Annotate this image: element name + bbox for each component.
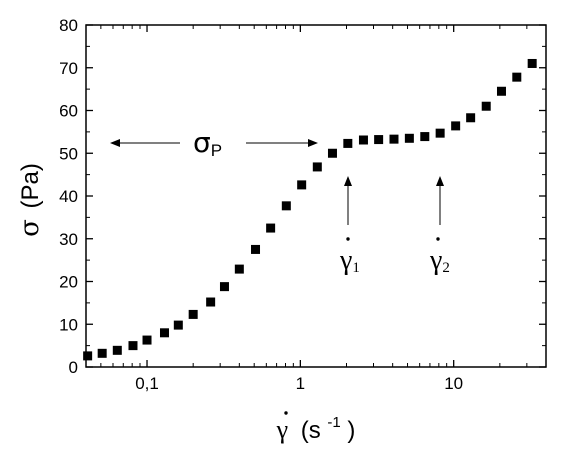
data-point [358, 135, 368, 145]
data-point [188, 309, 198, 319]
data-point [512, 72, 522, 82]
data-point [420, 132, 430, 142]
plot-frame [85, 24, 547, 368]
gamma-2-arrowhead [436, 176, 444, 186]
x-tick-label: 0,1 [135, 374, 159, 393]
sigma-p-annotation: σP [110, 126, 318, 160]
sigma-p-subscript: P [211, 141, 222, 160]
sigma-p-symbol: σ [193, 126, 211, 159]
y-tick-label: 10 [59, 315, 78, 334]
data-point [496, 86, 506, 96]
y-tick-label: 30 [59, 230, 78, 249]
x-axis-exponent: -1 [327, 414, 340, 431]
sigma-p-arrowhead-right [308, 139, 318, 147]
gamma-1-arrowhead [344, 176, 352, 186]
y-axis-symbol: σ [15, 219, 45, 237]
y-tick-label: 20 [59, 273, 78, 292]
data-point [481, 101, 491, 111]
data-point [466, 113, 476, 123]
y-axis-title: σ (Pa) [15, 163, 45, 237]
axis-tick-labels: 0 10 20 30 40 50 60 70 80 0,1 1 10 [59, 16, 463, 393]
gamma-1-symbol: γ [339, 245, 352, 276]
data-point [173, 320, 183, 330]
data-point [251, 244, 261, 254]
data-point [374, 135, 384, 145]
sigma-p-label: σP [193, 126, 222, 160]
y-tick-label: 50 [59, 144, 78, 163]
gamma-2-annotation: γ2 [429, 176, 450, 276]
data-point [451, 121, 461, 131]
gamma-1-dot [346, 237, 350, 241]
y-tick-label: 80 [59, 16, 78, 35]
data-point [312, 162, 322, 172]
x-axis-title: γ (s -1 ) [276, 406, 356, 444]
data-point [206, 297, 216, 307]
x-tick-label: 10 [444, 374, 463, 393]
gamma-1-annotation: γ1 [339, 176, 360, 276]
data-point [527, 58, 537, 68]
data-point [327, 148, 337, 158]
y-axis-units: (Pa) [17, 163, 44, 208]
gamma-2-subscript: 2 [442, 260, 450, 276]
x-tick-label: 1 [296, 374, 305, 393]
data-point [142, 335, 152, 345]
data-point [97, 348, 107, 358]
data-point [159, 328, 169, 338]
data-point [112, 345, 122, 355]
x-axis-symbol: γ [276, 415, 289, 444]
data-point [128, 341, 138, 351]
gamma-2-dot [436, 237, 440, 241]
data-point [297, 180, 307, 190]
x-axis-close: ) [347, 417, 355, 444]
data-point [234, 264, 244, 274]
data-point [404, 133, 414, 143]
gamma-2-label: γ2 [429, 245, 450, 276]
data-point [343, 138, 353, 148]
data-point [435, 128, 445, 138]
sigma-p-arrowhead-left [110, 139, 120, 147]
gamma-2-symbol: γ [429, 245, 442, 276]
data-point [266, 223, 276, 233]
x-axis-open: (s [301, 417, 321, 444]
data-point [281, 201, 291, 211]
data-points [83, 58, 537, 361]
y-tick-label: 70 [59, 59, 78, 78]
data-point [219, 282, 229, 292]
data-point [83, 351, 93, 361]
gamma-1-label: γ1 [339, 245, 360, 276]
data-point [389, 134, 399, 144]
y-tick-label: 0 [69, 358, 78, 377]
gamma-1-subscript: 1 [352, 260, 360, 276]
axis-ticks [85, 24, 547, 368]
x-axis-symbol-dot [284, 411, 288, 415]
y-tick-label: 40 [59, 187, 78, 206]
y-tick-label: 60 [59, 102, 78, 121]
